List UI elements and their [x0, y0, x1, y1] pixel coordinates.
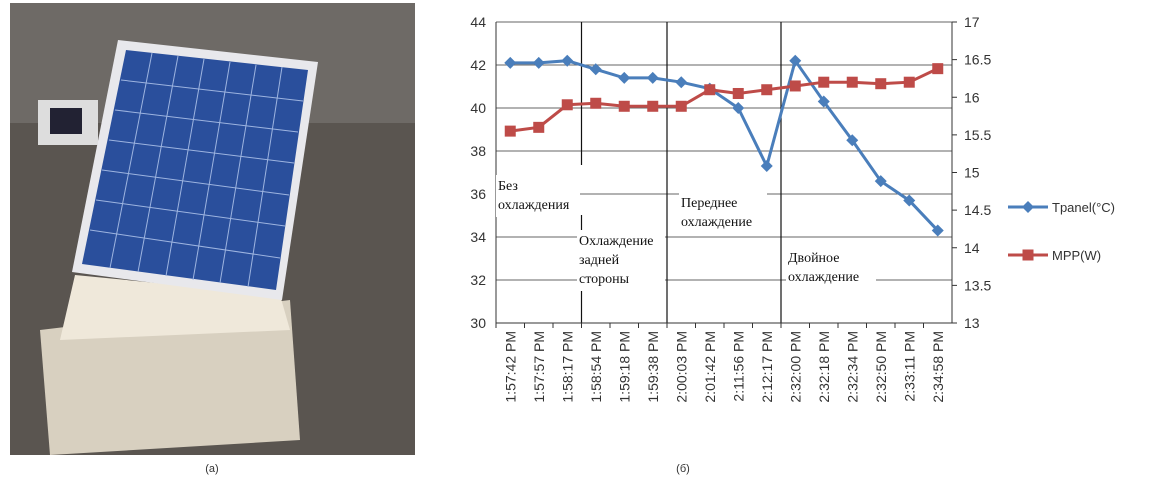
marker [704, 84, 716, 96]
marker [561, 54, 574, 67]
caption: (a) [205, 463, 218, 475]
marker [590, 97, 602, 109]
marker [647, 100, 659, 112]
annotation: Охлаждение [579, 234, 654, 249]
annotation: охлаждения [498, 198, 570, 213]
marker [589, 63, 602, 76]
marker [504, 56, 517, 69]
x-tick-label: 1:57:57 PM [531, 331, 547, 403]
x-tick-label: 1:57:42 PM [502, 331, 518, 403]
sensor-cell [50, 108, 82, 134]
y2-tick-label: 15 [964, 165, 980, 181]
marker [789, 80, 801, 92]
series-line [510, 67, 939, 133]
y-tick-label: 30 [470, 315, 486, 331]
panel-grid [89, 52, 304, 288]
x-tick-label: 2:32:50 PM [873, 331, 889, 403]
marker [675, 100, 687, 112]
marker [789, 54, 802, 67]
marker [874, 175, 887, 188]
annotation: Двойное [788, 251, 839, 266]
y2-tick-label: 16 [964, 89, 980, 105]
photo [10, 3, 415, 455]
marker [846, 76, 858, 88]
x-tick-label: 2:11:56 PM [730, 331, 746, 402]
y-tick-label: 44 [470, 14, 486, 30]
marker [903, 194, 916, 207]
y2-tick-label: 15.5 [964, 127, 991, 143]
marker [646, 71, 659, 84]
x-tick-label: 2:00:03 PM [673, 331, 689, 403]
y-tick-label: 32 [470, 272, 486, 288]
box [40, 300, 300, 455]
solar-panel [82, 50, 308, 290]
legend-marker [1022, 201, 1034, 213]
marker [931, 224, 944, 237]
marker [732, 102, 745, 114]
x-tick-label: 1:58:54 PM [588, 331, 604, 403]
y-tick-label: 36 [470, 186, 486, 202]
annotation: охлаждение [681, 215, 752, 230]
marker [817, 95, 830, 108]
x-tick-label: 2:01:42 PM [702, 331, 718, 403]
marker [760, 160, 773, 173]
x-tick-label: 1:59:38 PM [645, 331, 661, 403]
caption: (б) [676, 463, 690, 475]
marker [618, 100, 630, 112]
annotation: задней [579, 253, 620, 268]
marker [903, 76, 915, 88]
x-tick-label: 1:59:18 PM [616, 331, 632, 403]
x-tick-label: 2:33:11 PM [901, 331, 917, 402]
series-line [510, 57, 939, 232]
marker [732, 87, 744, 99]
y-tick-label: 34 [470, 229, 486, 245]
annotation-background [577, 230, 665, 291]
y2-tick-label: 14 [964, 240, 980, 256]
marker [875, 78, 887, 90]
legend-label: MPP(W) [1052, 248, 1101, 263]
annotation: Без [498, 179, 518, 194]
chart: 30 32 34 36 38 40 42 44 13 13.5 14 14.5 15 15.5 16 16.5… [470, 14, 1115, 403]
marker [675, 76, 688, 89]
y-tick-label: 38 [470, 143, 486, 159]
annotation: охлаждение [788, 270, 859, 285]
annotation-background [496, 175, 580, 217]
x-tick-label: 2:34:58 PM [930, 331, 946, 403]
x-tick-label: 1:58:17 PM [559, 331, 575, 403]
x-tick-label: 2:32:18 PM [816, 331, 832, 403]
y-tick-label: 42 [470, 57, 486, 73]
marker [846, 134, 859, 147]
marker [818, 76, 830, 88]
x-tick-label: 2:32:00 PM [787, 331, 803, 403]
marker [504, 125, 516, 137]
y2-tick-label: 13 [964, 315, 980, 331]
marker [618, 71, 631, 84]
x-tick-label: 2:12:17 PM [759, 331, 775, 403]
y-tick-label: 40 [470, 100, 486, 116]
y2-tick-label: 14.5 [964, 202, 991, 218]
marker [761, 84, 773, 96]
annotation-background [786, 247, 876, 289]
annotation: Переднее [681, 196, 737, 211]
legend-marker [1022, 249, 1034, 261]
legend-label: Tpanel(°C) [1052, 200, 1115, 215]
annotation: стороны [579, 272, 630, 287]
y2-tick-label: 13.5 [964, 277, 991, 293]
marker [561, 99, 573, 111]
marker [533, 121, 545, 133]
marker [532, 56, 545, 69]
y2-tick-label: 16.5 [964, 52, 991, 68]
marker [932, 63, 944, 75]
x-tick-label: 2:32:34 PM [844, 331, 860, 403]
annotation-background [679, 192, 767, 234]
y2-tick-label: 17 [964, 14, 980, 30]
